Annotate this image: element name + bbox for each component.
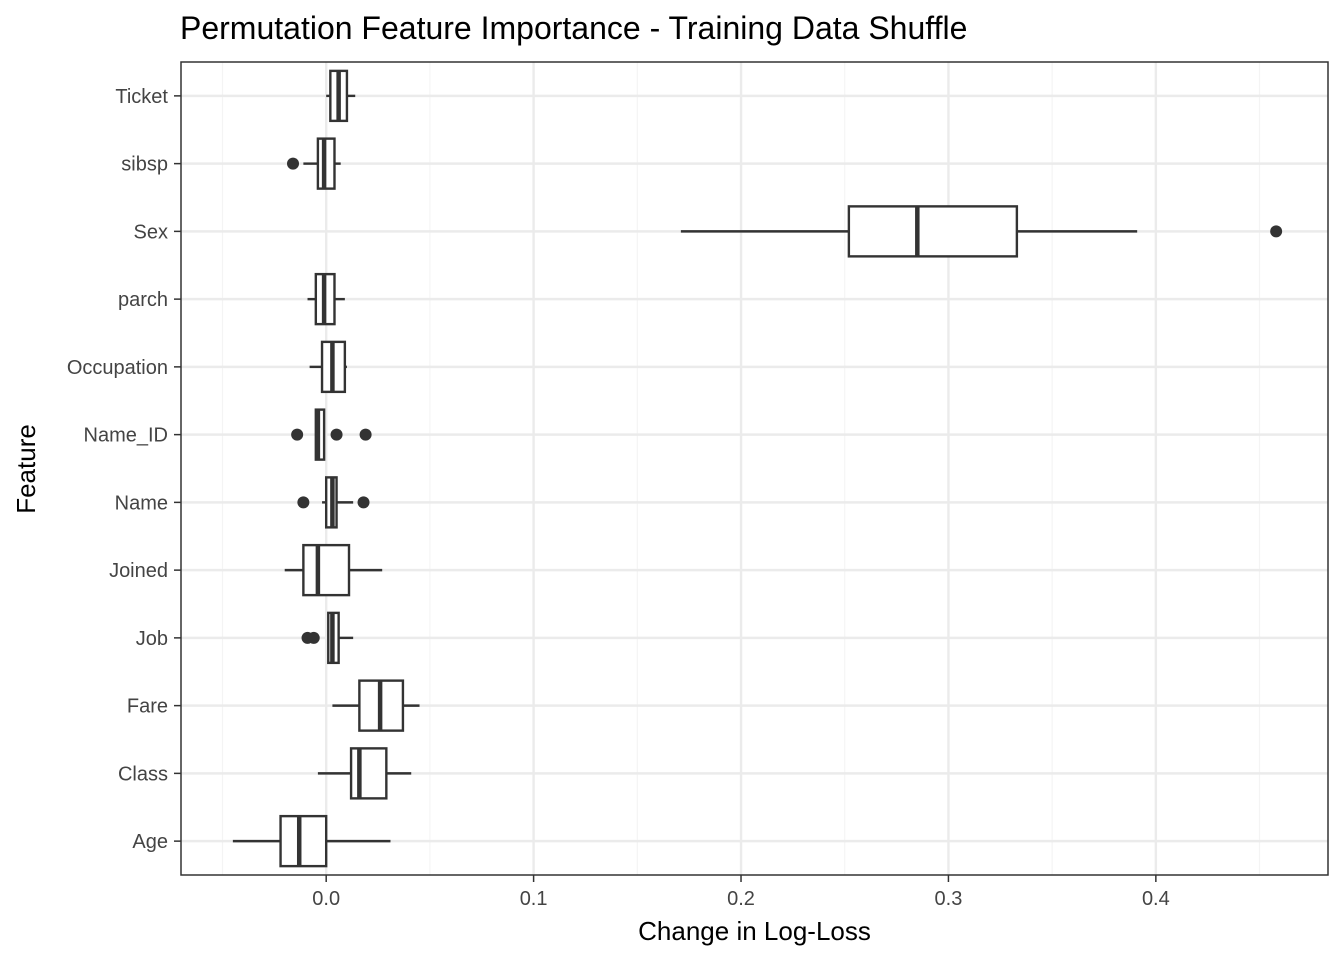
outlier-point — [297, 496, 310, 509]
outlier-point — [330, 428, 343, 441]
x-tick-label: 0.3 — [935, 888, 963, 910]
box-name-id — [291, 408, 372, 461]
y-tick-label: Job — [136, 628, 168, 650]
outlier-point — [357, 496, 370, 509]
outlier-point — [307, 631, 320, 644]
x-axis-title: Change in Log-Loss — [638, 916, 871, 946]
y-tick-label: Age — [132, 831, 168, 853]
x-tick-label: 0.1 — [520, 888, 548, 910]
box-occupation — [309, 340, 347, 394]
axes: 0.0 0.1 0.2 0.3 0.4 Ticket sibsp Sex parch Occupa… — [67, 86, 1170, 910]
iqr-box — [349, 747, 388, 800]
panel-border — [180, 61, 1329, 876]
box-parch — [307, 272, 345, 326]
y-tick-label: Occupation — [67, 357, 168, 379]
y-tick-label: Name_ID — [84, 425, 168, 447]
outlier-point — [1270, 225, 1283, 238]
box-joined — [284, 543, 383, 597]
y-tick-label: Fare — [127, 696, 168, 718]
box-name — [297, 476, 370, 529]
grid-lines — [181, 62, 1328, 875]
box-sibsp — [287, 137, 341, 190]
y-tick-label: parch — [118, 289, 168, 311]
iqr-box — [302, 543, 351, 597]
iqr-box — [279, 814, 328, 868]
y-tick-label: Name — [115, 492, 168, 514]
y-tick-label: Class — [118, 763, 168, 785]
outlier-point — [359, 428, 372, 441]
y-tick-label: Joined — [109, 560, 168, 582]
outlier-point — [287, 157, 300, 170]
iqr-box — [847, 205, 1019, 258]
chart-title: Permutation Feature Importance - Trainin… — [180, 10, 967, 46]
y-tick-label: Sex — [134, 221, 168, 243]
panel-background — [181, 62, 1328, 875]
box-job — [301, 611, 354, 665]
box-plots — [232, 69, 1283, 868]
y-axis-title: Feature — [11, 424, 41, 514]
x-tick-label: 0.0 — [312, 888, 340, 910]
box-fare — [332, 679, 420, 732]
box-ticket — [326, 69, 356, 123]
x-tick-label: 0.4 — [1142, 888, 1170, 910]
outlier-point — [291, 428, 304, 441]
box-sex — [680, 205, 1283, 258]
box-age — [232, 814, 391, 868]
x-tick-label: 0.2 — [727, 888, 755, 910]
y-tick-label: sibsp — [121, 154, 168, 176]
y-tick-label: Ticket — [115, 86, 168, 108]
box-class — [317, 747, 412, 800]
